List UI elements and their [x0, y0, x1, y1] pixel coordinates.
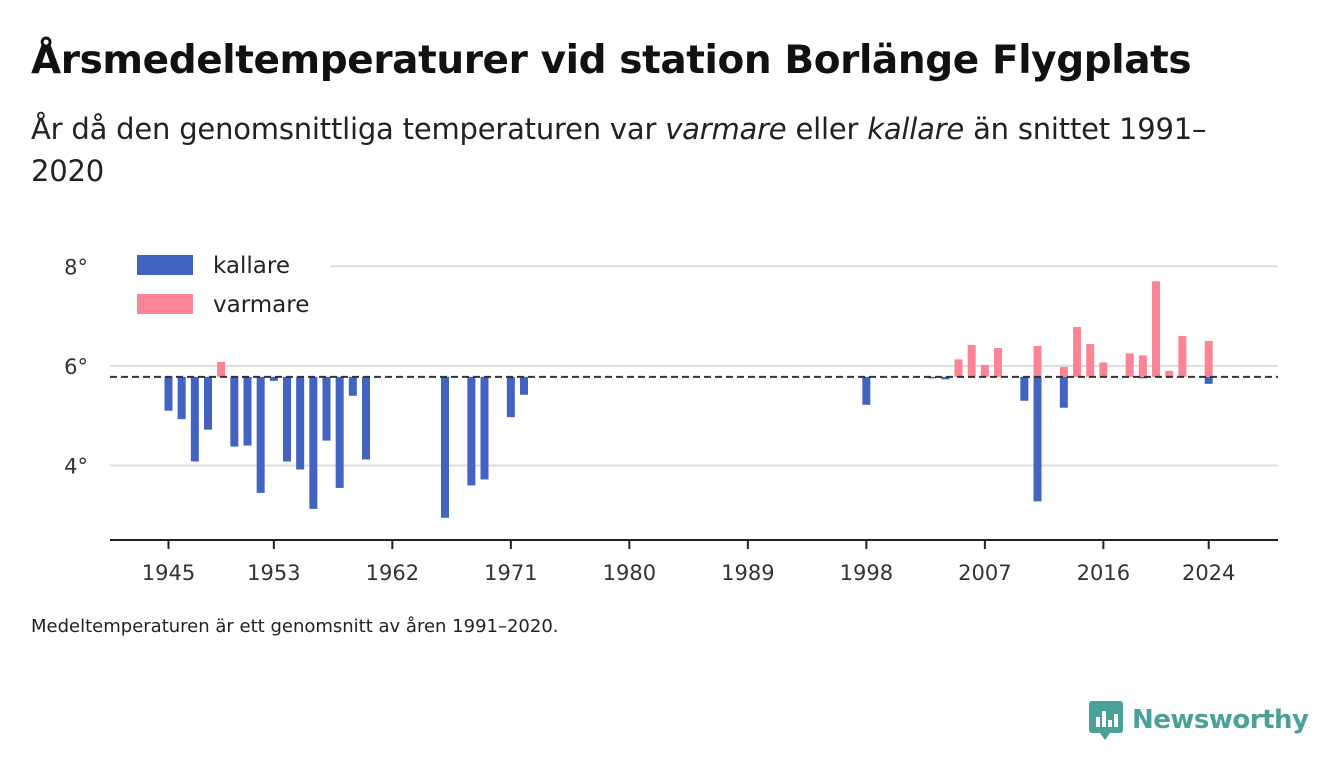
bar-kallare-1956 — [309, 376, 318, 509]
bar-kallare-1959 — [348, 376, 357, 396]
bar-kallare-1953 — [269, 376, 278, 381]
bar-varmare-2005 — [954, 359, 963, 377]
bar-kallare-2004 — [941, 376, 950, 380]
x-tick-label: 1971 — [484, 561, 537, 585]
subtitle-warmer-word: varmare — [665, 112, 787, 146]
bar-kallare-1948 — [204, 376, 213, 430]
bar-kallare-2024 — [1204, 376, 1213, 384]
legend-swatch-varmare — [137, 294, 193, 314]
x-tick-label: 2007 — [958, 561, 1011, 585]
bar-kallare-1998 — [862, 376, 871, 405]
y-tick-label: 6° — [64, 355, 88, 379]
bar-kallare-1955 — [296, 376, 305, 470]
x-tick-label: 1945 — [142, 561, 195, 585]
bar-varmare-1949 — [217, 361, 226, 377]
bar-kallare-2011 — [1033, 376, 1042, 502]
axis-ticks: 1945 1953 1962 1971 1980 1989 1998 2007 2016 2024 — [142, 540, 1235, 585]
chart-title: Årsmedeltemperaturer vid station Borläng… — [31, 38, 1192, 83]
bar-kallare-2003 — [928, 376, 937, 379]
bars — [164, 281, 1213, 518]
bar-kallare-1954 — [283, 376, 292, 462]
bar-kallare-1945 — [164, 376, 173, 411]
bar-varmare-2013 — [1059, 366, 1068, 377]
bar-kallare-1969 — [480, 376, 489, 480]
bar-kallare-1971 — [506, 376, 515, 418]
bar-kallare-1958 — [335, 376, 344, 488]
bar-varmare-2008 — [994, 347, 1003, 377]
bar-varmare-2016 — [1099, 362, 1108, 377]
footnote: Medeltemperaturen är ett genomsnitt av å… — [31, 616, 559, 637]
bar-kallare-2019 — [1138, 376, 1147, 379]
legend-label-kallare: kallare — [213, 253, 290, 279]
brand-logo: Newsworthy — [1088, 698, 1309, 742]
bar-varmare-2007 — [980, 364, 989, 377]
bar-varmare-2019 — [1138, 355, 1147, 377]
subtitle-part-1: År då den genomsnittliga temperaturen va… — [31, 112, 666, 146]
bar-varmare-2014 — [1073, 327, 1082, 377]
x-tick-label: 1962 — [366, 561, 419, 585]
bar-chart-logo-icon — [1089, 701, 1123, 740]
bar-kallare-2013 — [1059, 376, 1068, 408]
subtitle-part-3: än snittet 1991–2020 — [31, 112, 1207, 188]
subtitle-colder-word: kallare — [867, 112, 965, 146]
bar-varmare-2011 — [1033, 345, 1042, 377]
temperature-bar-chart: 4° 6° 8° 1945 1953 1962 1971 1980 1989 1998 2007 2… — [64, 245, 1278, 585]
x-tick-label: 2016 — [1077, 561, 1130, 585]
bar-varmare-2018 — [1125, 353, 1134, 377]
bar-kallare-1957 — [322, 376, 331, 441]
bar-kallare-1946 — [177, 376, 186, 420]
bar-kallare-1952 — [256, 376, 265, 493]
bar-varmare-2021 — [1165, 370, 1174, 377]
bar-kallare-1960 — [362, 376, 371, 460]
y-tick-label: 8° — [64, 255, 88, 279]
brand-name: Newsworthy — [1132, 705, 1309, 735]
bar-kallare-1966 — [441, 376, 450, 518]
x-tick-label: 1998 — [840, 561, 893, 585]
legend: kallare varmare — [110, 245, 325, 325]
bar-varmare-2024 — [1204, 341, 1213, 377]
legend-label-varmare: varmare — [213, 292, 309, 318]
x-tick-label: 1989 — [721, 561, 774, 585]
bar-kallare-1951 — [243, 376, 252, 446]
bar-kallare-1968 — [467, 376, 476, 486]
bar-kallare-2010 — [1020, 376, 1029, 401]
y-tick-label: 4° — [64, 455, 88, 479]
chart-subtitle: År då den genomsnittliga temperaturen va… — [31, 108, 1261, 192]
x-tick-label: 1953 — [247, 561, 300, 585]
bar-varmare-2022 — [1178, 336, 1187, 377]
subtitle-part-2: eller — [786, 112, 868, 146]
bar-varmare-2015 — [1086, 343, 1095, 377]
x-tick-label: 2024 — [1182, 561, 1235, 585]
bar-kallare-1947 — [190, 376, 199, 462]
x-tick-label: 1980 — [603, 561, 656, 585]
bar-kallare-1972 — [520, 376, 529, 395]
bar-varmare-2020 — [1152, 281, 1161, 377]
bar-kallare-1950 — [230, 376, 239, 447]
legend-swatch-kallare — [137, 255, 193, 275]
bar-varmare-2006 — [967, 344, 976, 377]
